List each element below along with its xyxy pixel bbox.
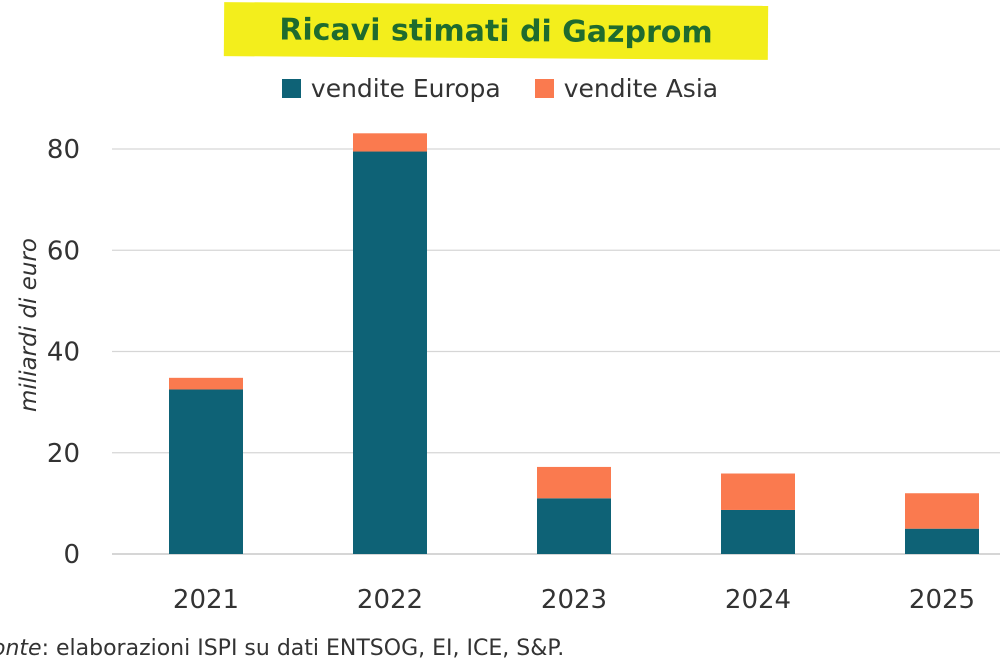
x-tick-label: 2022	[357, 585, 423, 615]
source-label: onte	[0, 636, 42, 661]
source-note: onte: elaborazioni ISPI su dati ENTSOG, …	[0, 636, 564, 661]
legend-label-europa: vendite Europa	[310, 73, 501, 103]
bar-europa-2021	[169, 389, 243, 554]
legend: vendite Europa vendite Asia	[0, 72, 1000, 104]
bar-europa-2025	[905, 528, 979, 554]
legend-swatch-asia	[534, 78, 554, 98]
bar-europa-2023	[537, 498, 611, 554]
bar-asia-2025	[905, 493, 979, 529]
y-tick-label: 40	[47, 338, 80, 368]
x-tick-label: 2021	[173, 585, 239, 615]
legend-item-asia: vendite Asia	[534, 73, 719, 103]
legend-swatch-europa	[281, 78, 301, 98]
y-tick-label: 80	[47, 135, 80, 165]
legend-label-asia: vendite Asia	[563, 73, 719, 103]
legend-item-europa: vendite Europa	[281, 73, 501, 103]
bar-asia-2021	[169, 377, 243, 390]
y-tick-label: 20	[47, 439, 80, 469]
x-tick-label: 2025	[909, 585, 975, 615]
bar-asia-2024	[721, 473, 795, 510]
x-tick-label: 2024	[725, 585, 791, 615]
y-axis-label: miliardi di euro	[16, 238, 42, 412]
source-text: : elaborazioni ISPI su dati ENTSOG, EI, …	[41, 636, 565, 661]
bar-asia-2022	[353, 133, 427, 152]
y-tick-label: 60	[47, 236, 80, 266]
y-tick-label: 0	[63, 540, 80, 570]
x-tick-label: 2023	[541, 585, 607, 615]
bar-asia-2023	[537, 466, 611, 499]
bar-europa-2022	[353, 151, 427, 554]
bar-europa-2024	[721, 509, 795, 554]
